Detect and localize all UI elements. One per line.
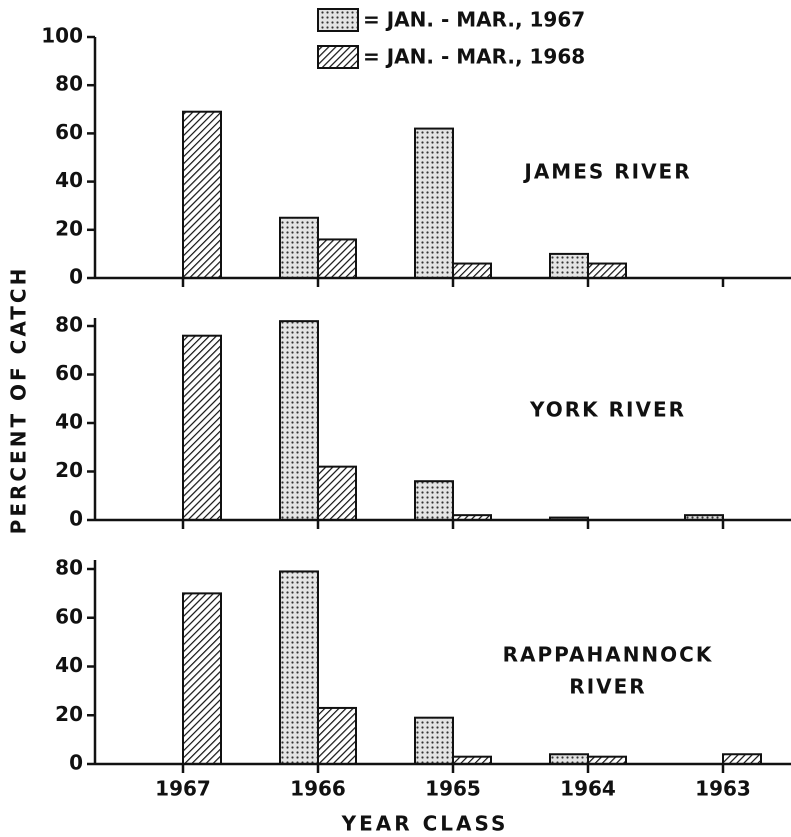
bar <box>452 262 492 280</box>
y-tick-label: 100 <box>41 24 83 48</box>
legend-swatch <box>317 45 359 69</box>
bar <box>587 262 627 280</box>
y-tick-label: 0 <box>69 507 83 531</box>
x-tick-label: 1964 <box>560 777 616 801</box>
panel-title: RAPPAHANNOCK <box>503 643 714 667</box>
bar <box>182 110 222 279</box>
y-tick-label: 60 <box>55 361 83 385</box>
y-tick-label: 80 <box>55 72 83 96</box>
y-tick-label: 40 <box>55 168 83 192</box>
legend-label: = JAN. - MAR., 1968 <box>363 45 585 69</box>
bar <box>317 238 357 280</box>
x-axis-label: YEAR CLASS <box>341 812 509 836</box>
bar <box>414 716 454 765</box>
bar <box>182 334 222 522</box>
panel-title: JAMES RIVER <box>522 160 691 184</box>
y-tick-label: 60 <box>55 120 83 144</box>
bar <box>317 465 357 521</box>
y-tick-label: 80 <box>55 313 83 337</box>
y-tick-label: 80 <box>55 556 83 580</box>
y-tick-label: 60 <box>55 604 83 628</box>
y-tick-label: 20 <box>55 216 83 240</box>
bar <box>414 480 454 522</box>
y-tick-label: 40 <box>55 653 83 677</box>
panel-title: RIVER <box>569 675 646 699</box>
legend-label: = JAN. - MAR., 1967 <box>363 8 585 32</box>
bar <box>414 127 454 279</box>
bar <box>279 570 319 765</box>
bar <box>279 216 319 279</box>
bar <box>182 592 222 765</box>
bar <box>279 320 319 521</box>
x-tick-label: 1963 <box>695 777 751 801</box>
x-tick-label: 1966 <box>290 777 346 801</box>
y-tick-label: 0 <box>69 265 83 289</box>
y-tick-label: 20 <box>55 702 83 726</box>
x-tick-label: 1967 <box>155 777 211 801</box>
y-tick-label: 20 <box>55 458 83 482</box>
y-tick-label: 40 <box>55 410 83 434</box>
bar <box>317 706 357 765</box>
bar <box>722 753 762 765</box>
panel-title: YORK RIVER <box>529 398 686 422</box>
y-axis-label: PERCENT OF CATCH <box>7 266 31 535</box>
legend-swatch <box>317 8 359 32</box>
x-tick-label: 1965 <box>425 777 481 801</box>
bar <box>549 252 589 279</box>
y-tick-label: 0 <box>69 751 83 775</box>
bar <box>549 753 589 765</box>
